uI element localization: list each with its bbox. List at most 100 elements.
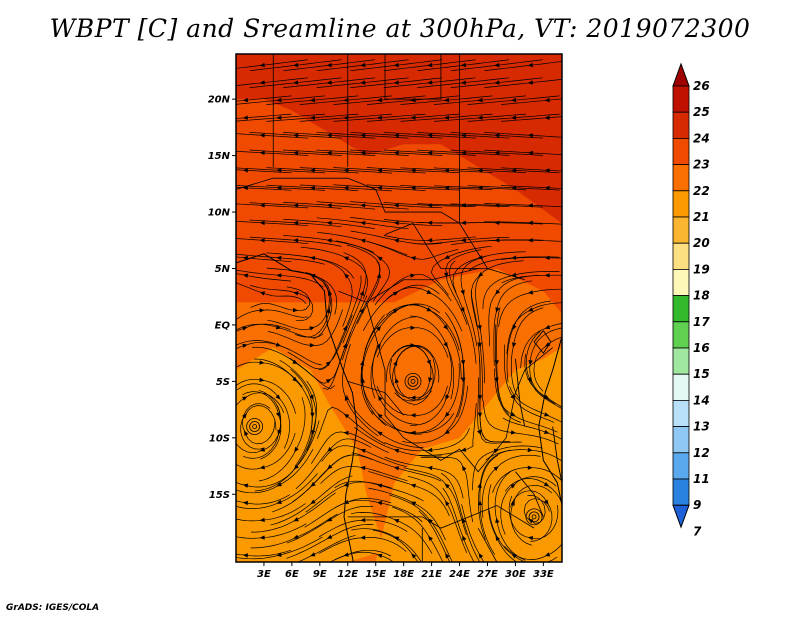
colorbar-label: 18 [693, 289, 710, 303]
streamline-arrow [460, 62, 467, 68]
streamline-arrow [410, 501, 417, 506]
streamline-arrow [393, 62, 399, 68]
streamline-arrow [443, 342, 448, 348]
streamline-arrow [510, 430, 517, 435]
streamline-247 [236, 503, 306, 522]
streamline-arrow [376, 325, 382, 332]
streamline-arrow [276, 482, 282, 487]
streamline-arrow [275, 394, 281, 400]
streamline-arrow [495, 289, 501, 295]
border-9 [347, 505, 535, 529]
streamline-arrow [327, 464, 333, 470]
streamline-265 [236, 549, 292, 557]
streamline-268 [329, 549, 392, 562]
streamline-18 [236, 95, 292, 102]
streamline-arrow [410, 185, 416, 191]
streamline-arrow [428, 377, 433, 383]
streamline-arrow [527, 535, 534, 541]
colorbar-label: 25 [693, 105, 710, 119]
streamline-arrow [460, 307, 465, 313]
streamline-arrow [325, 378, 332, 384]
streamline-arrow [527, 290, 534, 295]
colorbar-swatch [672, 321, 690, 349]
colorbar: 26 25 24 23 22 21 20 19 18 17 16 15 14 13 12 11 9 7 [672, 62, 710, 538]
streamline-arrow [527, 238, 533, 243]
streamline-arrow [527, 465, 533, 470]
streamline-arrow [427, 518, 434, 524]
streamline-arrow [242, 483, 249, 488]
streamline-arrow [293, 203, 299, 208]
streamline-arrow [343, 115, 349, 120]
streamline-arrow [493, 448, 500, 453]
streamline-55 [484, 149, 562, 156]
streamline-arrow [495, 517, 500, 524]
colorbar-label: 21 [693, 210, 710, 224]
x-tick-label: 24E [449, 569, 470, 580]
streamline-arrow [259, 150, 265, 156]
circulation-1-ring-0 [410, 378, 416, 384]
colorbar-swatch [672, 426, 690, 454]
streamline-arrow [311, 429, 316, 436]
x-tick-label: 9E [313, 569, 327, 580]
lake-0 [514, 358, 526, 427]
streamline-arrow [377, 413, 383, 419]
colorbar-swatch [672, 242, 690, 270]
streamline-arrow [543, 394, 550, 399]
streamline-270 [372, 529, 419, 562]
streamline-arrow [293, 534, 299, 539]
streamline-arrow [427, 62, 433, 68]
streamline-arrow [527, 133, 533, 138]
y-tick-label: 15N [208, 151, 231, 162]
colorbar-swatch [672, 268, 690, 296]
streamline-arrow [527, 307, 534, 312]
streamline-217 [485, 449, 562, 462]
colorbar-swatch [672, 452, 690, 480]
y-tick-label: 20N [208, 95, 231, 106]
streamline-123 [236, 282, 307, 305]
streamline-arrow [393, 133, 399, 138]
streamline-arrow [444, 254, 450, 259]
streamline-237 [236, 494, 291, 505]
streamline-arrow [410, 413, 416, 418]
streamlines [236, 59, 562, 562]
colorbar-swatch [672, 164, 690, 192]
streamline-arrow [342, 325, 347, 332]
streamline-arrow [242, 553, 248, 558]
colorbar-label: 7 [693, 524, 702, 538]
streamline-arrow [460, 289, 465, 296]
streamline-arrow [326, 534, 333, 539]
streamline-arrow [393, 238, 400, 243]
streamline-arrow [360, 80, 366, 85]
streamline-65 [500, 167, 562, 172]
colorbar-label: 13 [693, 420, 710, 434]
streamline-arrow [460, 237, 466, 243]
streamline-28 [236, 113, 292, 119]
circulation-0-ring-0 [252, 424, 258, 429]
streamline-arrow [544, 115, 550, 120]
map-plot-area [236, 54, 562, 562]
streamline-arrow [411, 553, 417, 559]
streamline-arrow [360, 203, 366, 208]
streamline-9 [236, 77, 309, 86]
colorbar-swatch [672, 216, 690, 244]
streamline-arrow [326, 62, 332, 68]
streamline-140 [506, 302, 562, 355]
border-3 [384, 54, 442, 100]
streamline-arrow [360, 62, 366, 68]
streamline-arrow [293, 517, 299, 522]
colorbar-swatch [672, 190, 690, 218]
streamline-arrow [410, 256, 416, 261]
streamline-260 [351, 528, 422, 562]
streamline-arrow [527, 62, 534, 68]
y-tick-label: 10S [209, 433, 230, 444]
streamline-arrow [310, 481, 316, 487]
colorbar-swatch [672, 295, 690, 323]
streamline-arrow [292, 376, 298, 382]
streamline-arrow [477, 185, 483, 191]
streamline-arrow [326, 203, 332, 208]
streamline-arrow [544, 429, 550, 435]
streamline-arrow [259, 291, 266, 296]
streamline-arrow [494, 377, 499, 383]
colorbar-label: 11 [693, 472, 710, 486]
